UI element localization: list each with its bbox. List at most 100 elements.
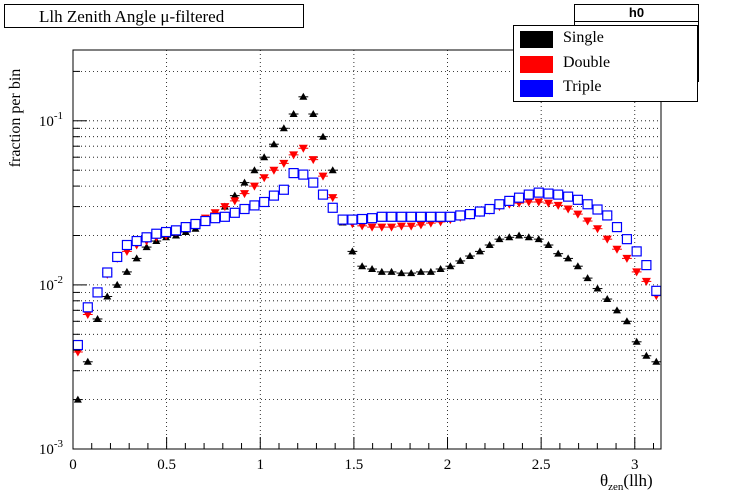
grid-lines [72,50,661,450]
legend-swatch-triple [520,80,553,97]
data-point-double [524,198,534,207]
data-point-triple [141,232,152,243]
data-point-triple [396,211,407,222]
data-point-single [309,109,318,117]
data-point-single [564,254,573,262]
data-point-single [603,295,612,303]
data-point-triple [563,191,574,202]
data-point-triple [121,239,133,251]
data-point-triple [82,302,93,313]
data-point-single [485,241,494,249]
x-tick-label: 1.5 [345,457,364,473]
data-point-triple [210,213,221,224]
data-point-single [368,264,377,272]
y-axis-label: fraction per bin [7,69,24,168]
data-point-triple [533,187,544,198]
data-point-single [446,262,455,270]
data-point-single [416,267,425,275]
data-point-triple [337,214,348,225]
y-tick-label: 10-1 [39,110,63,130]
data-point-triple [445,211,456,222]
data-point-triple [415,211,427,222]
data-point-single [318,132,327,140]
data-point-triple [160,226,172,238]
data-point-triple [347,214,358,225]
plot-frame [72,49,662,450]
data-point-triple [102,267,113,278]
data-point-single [652,357,661,365]
data-point-triple [631,246,642,257]
data-point-triple [268,190,280,201]
data-point-triple [543,188,554,199]
data-point-double [553,201,563,210]
data-point-single [515,231,524,239]
data-point-double [259,174,269,183]
series-single [72,92,662,403]
data-point-double [632,268,642,277]
data-point-single [642,351,651,359]
data-point-triple [366,213,378,224]
data-point-triple [288,167,299,179]
data-point-triple [278,184,289,195]
data-markers [72,92,662,403]
data-point-single [573,262,582,270]
data-point-double [396,222,406,231]
data-point-single [83,357,92,365]
data-point-triple [317,189,329,200]
data-point-double [240,190,250,199]
data-point-triple [602,210,613,221]
data-point-triple [592,204,603,215]
data-point-single [544,241,553,249]
data-point-triple [494,199,505,210]
data-point-double [543,199,553,208]
data-point-double [583,217,593,226]
data-point-double [377,223,387,232]
data-point-triple [641,260,652,271]
data-point-double [367,223,377,232]
data-point-triple [200,215,211,227]
x-tick-label: 2 [444,457,452,473]
legend-label-single: Single [563,29,604,46]
data-point-single [407,269,416,277]
data-point-single [299,92,308,100]
data-point-triple [376,211,387,222]
data-point-double [387,223,397,232]
data-point-triple [513,192,525,203]
data-point-single [456,256,465,264]
data-point-single [132,254,141,262]
data-point-double [573,210,583,219]
data-point-single [279,124,288,132]
data-point-double [416,221,426,230]
data-point-triple [484,203,495,215]
data-point-triple [386,211,397,222]
data-point-triple [327,202,338,213]
data-point-single [240,178,249,186]
data-point-triple [582,199,593,210]
data-point-triple [229,207,240,218]
data-point-triple [611,221,623,233]
x-tick-label: 2.5 [532,457,551,473]
data-point-triple [72,339,83,351]
data-point-single [142,243,151,251]
data-point-triple [553,189,564,200]
data-point-double [230,197,240,206]
data-point-triple [651,285,662,296]
data-point-double [298,144,308,153]
data-point-triple [435,211,446,222]
data-point-double [534,198,544,207]
data-point-single [387,267,396,275]
y-tick-label: 10-2 [39,274,63,294]
data-point-single [465,251,474,259]
data-point-double [328,194,338,203]
data-point-single [554,249,563,257]
data-point-triple [425,211,436,222]
data-point-triple [259,196,270,208]
data-point-triple [308,177,319,188]
series-triple [72,167,662,351]
y-tick-label: 10-3 [39,438,64,458]
data-point-single [593,284,602,292]
data-point-triple [504,195,515,206]
data-point-triple [621,234,633,245]
chart-title: Llh Zenith Angle μ-filtered [39,7,225,26]
